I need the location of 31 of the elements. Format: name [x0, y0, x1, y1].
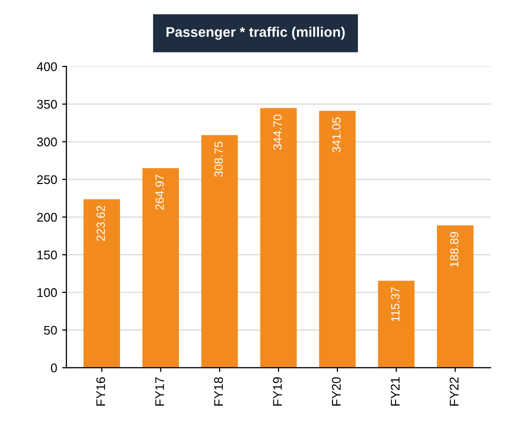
y-tick-label: 50 [44, 326, 57, 335]
data-label: 341.05 [332, 117, 341, 153]
x-tick-label: FY22 [450, 377, 458, 406]
x-tick-label: FY20 [332, 377, 341, 406]
y-tick-label: 0 [50, 363, 57, 372]
y-tick-label: 300 [37, 138, 57, 146]
data-label: 344.70 [273, 114, 282, 150]
data-label: 115.37 [391, 287, 400, 322]
data-label: 264.97 [155, 174, 164, 210]
bar [201, 135, 238, 368]
x-tick-label: FY19 [273, 377, 282, 406]
bar [84, 199, 120, 368]
y-tick-label: 200 [37, 212, 57, 222]
chart-title: Passenger * traffic (million) [166, 26, 345, 40]
x-tick-label: FY21 [390, 377, 400, 406]
y-tick-label: 150 [38, 250, 57, 260]
bar [142, 168, 179, 368]
y-tick-label: 350 [37, 100, 57, 109]
data-label: 223.62 [96, 206, 105, 241]
bar [319, 110, 356, 368]
bar [436, 225, 474, 368]
bar [378, 280, 415, 368]
bar [260, 108, 297, 368]
data-label: 308.75 [214, 142, 223, 177]
y-tick-label: 250 [37, 175, 57, 184]
x-tick-label: FY17 [155, 377, 164, 406]
data-label: 188.89 [450, 232, 458, 267]
y-tick-label: 400 [36, 62, 57, 72]
y-tick-label: 100 [38, 288, 57, 298]
x-tick-label: FY18 [214, 377, 223, 406]
x-tick-label: FY16 [96, 377, 106, 406]
